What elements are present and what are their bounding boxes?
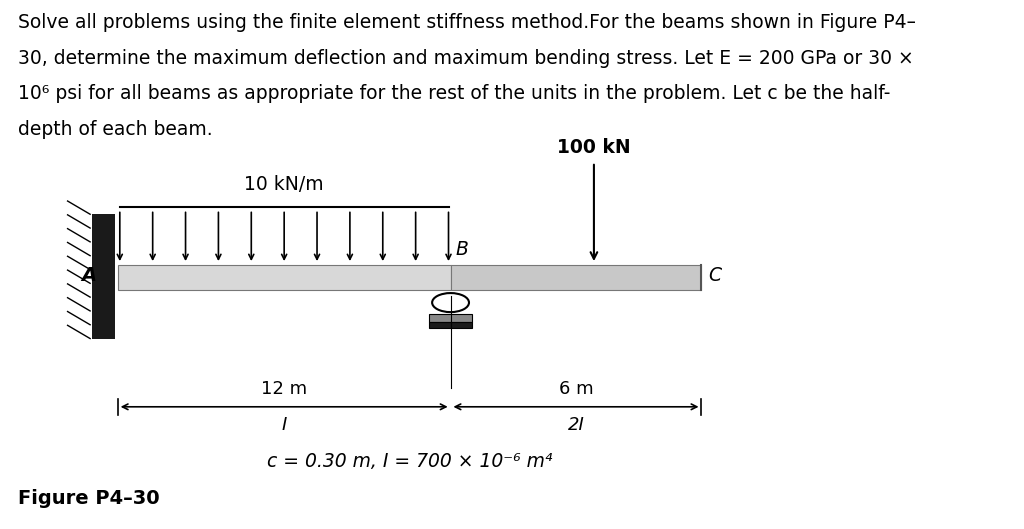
- Text: 30, determine the maximum deflection and maximum bending stress. Let E = 200 GPa: 30, determine the maximum deflection and…: [18, 49, 914, 68]
- Text: 100 kN: 100 kN: [557, 138, 631, 157]
- Bar: [92, 214, 115, 339]
- Text: Solve all problems using the finite element stiffness method.For the beams shown: Solve all problems using the finite elem…: [18, 13, 916, 32]
- Text: B: B: [456, 240, 469, 259]
- Bar: [118, 265, 451, 290]
- Text: 12 m: 12 m: [261, 380, 307, 398]
- Bar: [429, 322, 472, 328]
- Text: C: C: [709, 266, 722, 285]
- Text: 10 kN/m: 10 kN/m: [245, 175, 324, 194]
- Text: 10⁶ psi for all beams as appropriate for the rest of the units in the problem. L: 10⁶ psi for all beams as appropriate for…: [18, 84, 891, 103]
- Text: Figure P4–30: Figure P4–30: [18, 489, 160, 508]
- Text: 2I: 2I: [567, 416, 585, 434]
- Bar: [451, 265, 701, 290]
- Text: c = 0.30 m, I = 700 × 10⁻⁶ m⁴: c = 0.30 m, I = 700 × 10⁻⁶ m⁴: [267, 452, 552, 471]
- Text: I: I: [282, 416, 287, 434]
- Text: depth of each beam.: depth of each beam.: [18, 120, 213, 139]
- Text: 6 m: 6 m: [559, 380, 593, 398]
- Bar: [429, 314, 472, 322]
- Text: A: A: [82, 266, 96, 285]
